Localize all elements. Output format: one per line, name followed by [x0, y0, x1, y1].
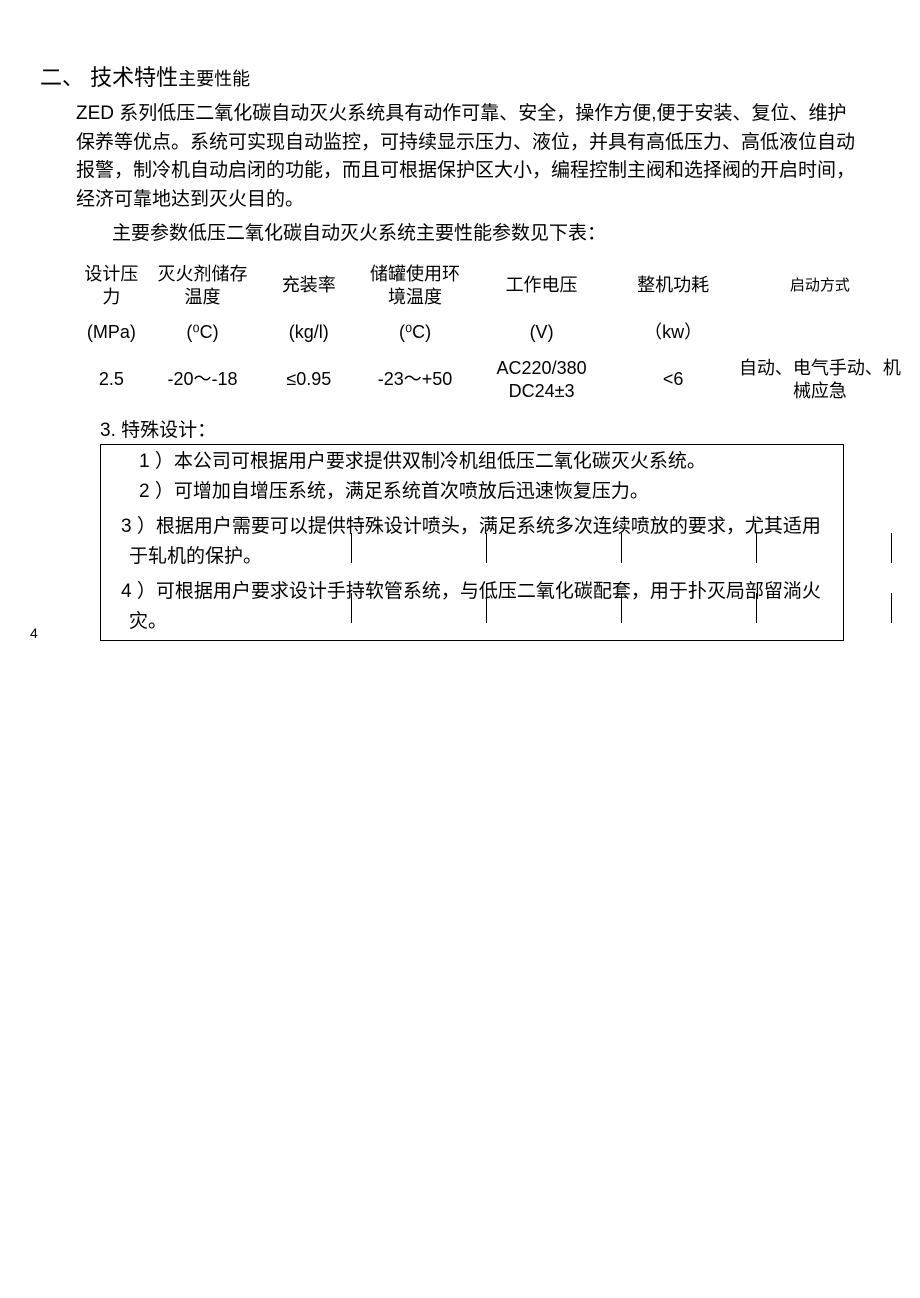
- parameters-table: 设计压力 灭火剂储存温度 充装率 储罐使用环境温度 工作电压 整机功耗 启动方式…: [76, 257, 906, 410]
- unit-power: （kw）: [612, 315, 733, 350]
- table-header-row-2: (MPa) (⁰C) (kg/l) (⁰C) (V) （kw）: [76, 315, 906, 350]
- unit-envtemp: (⁰C): [359, 315, 470, 350]
- special-design-box: 1 ）本公司可根据用户要求提供双制冷机组低压二氧化碳灭火系统。 2 ）可增加自增…: [100, 444, 844, 641]
- heading-main: 二、 技术特性: [40, 65, 178, 90]
- val-envtemp: -23～+50: [359, 351, 470, 410]
- special-item-2: 2 ）可增加自增压系统，满足系统首次喷放后迅速恢复压力。: [101, 477, 843, 506]
- val-fillrate: ≤0.95: [258, 351, 359, 410]
- unit-fillrate: (kg/l): [258, 315, 359, 350]
- unit-startmode: [734, 315, 906, 350]
- th-pressure: 设计压力: [76, 257, 147, 316]
- val-power: <6: [612, 351, 733, 410]
- th-power: 整机功耗: [612, 257, 733, 316]
- heading-sub: 主要性能: [178, 69, 250, 89]
- th-envtemp: 储罐使用环境温度: [359, 257, 470, 316]
- unit-temp: (⁰C): [147, 315, 258, 350]
- table-data-row: 2.5 -20～-18 ≤0.95 -23～+50 AC220/380 DC24…: [76, 351, 906, 410]
- val-pressure: 2.5: [76, 351, 147, 410]
- val-temp: -20～-18: [147, 351, 258, 410]
- val-startmode: 自动、电气手动、机械应急: [734, 351, 906, 410]
- unit-voltage: (V): [471, 315, 613, 350]
- th-voltage: 工作电压: [471, 257, 613, 316]
- th-fillrate: 充装率: [258, 257, 359, 316]
- val-voltage: AC220/380 DC24±3: [471, 351, 613, 410]
- table-intro: 主要参数低压二氧化碳自动灭火系统主要性能参数见下表：: [112, 220, 880, 249]
- special-item-1: 1 ）本公司可根据用户要求提供双制冷机组低压二氧化碳灭火系统。: [101, 447, 843, 476]
- main-paragraph: ZED 系列低压二氧化碳自动灭火系统具有动作可靠、安全，操作方便,便于安装、复位…: [76, 100, 860, 214]
- section-heading: 二、 技术特性主要性能: [40, 60, 880, 92]
- unit-pressure: (MPa): [76, 315, 147, 350]
- th-startmode: 启动方式: [734, 257, 906, 316]
- special-design-title: 3. 特殊设计：: [100, 415, 880, 442]
- th-temp: 灭火剂储存温度: [147, 257, 258, 316]
- table-header-row-1: 设计压力 灭火剂储存温度 充装率 储罐使用环境温度 工作电压 整机功耗 启动方式: [76, 257, 906, 316]
- special-item-4: 4 ）可根据用户要求设计手持软管系统，与低压二氧化碳配套，用于扑灭局部留淌火灾。: [101, 577, 843, 636]
- special-item-3: 3 ）根据用户需要可以提供特殊设计喷头，满足系统多次连续喷放的要求，尤其适用于轧…: [101, 512, 843, 571]
- page-number: 4: [30, 625, 38, 641]
